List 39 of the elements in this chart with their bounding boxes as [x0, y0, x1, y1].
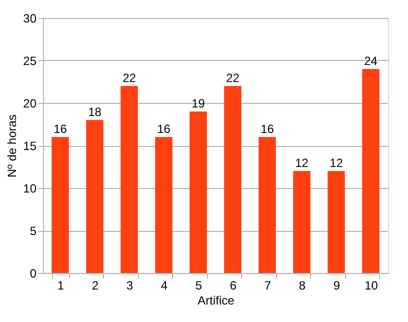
y-tick-label: 20: [23, 96, 37, 110]
y-axis-title: Nº de horas: [5, 114, 20, 178]
y-tick-label: 0: [30, 266, 37, 280]
x-tick-label: 4: [160, 278, 168, 292]
y-tick-label: 15: [23, 139, 37, 153]
x-tick-label: 1: [57, 278, 64, 292]
bar: [362, 69, 380, 273]
x-tick-label: 9: [333, 278, 340, 292]
bar: [293, 171, 310, 273]
data-label: 24: [364, 54, 378, 68]
bar: [328, 171, 345, 273]
x-tick-label: 10: [364, 278, 378, 292]
bar: [120, 86, 138, 273]
data-label: 16: [260, 122, 274, 136]
data-label: 16: [157, 122, 171, 136]
data-label: 12: [330, 156, 344, 170]
y-tick-label: 30: [23, 12, 37, 26]
data-label: 22: [226, 71, 240, 85]
y-tick-label: 25: [23, 54, 37, 68]
x-tick-label: 5: [195, 278, 202, 292]
data-label: 12: [295, 156, 309, 170]
data-label: 19: [192, 96, 206, 110]
bar: [155, 137, 172, 273]
data-label: 16: [54, 122, 68, 136]
bar: [52, 137, 69, 273]
bar: [86, 120, 104, 273]
y-tick-label: 5: [30, 224, 37, 238]
x-tick-label: 2: [92, 278, 99, 292]
bar: [224, 86, 242, 273]
bar: [190, 112, 207, 273]
data-label: 22: [122, 71, 136, 85]
x-tick-label: 8: [298, 278, 306, 292]
bar: [258, 137, 276, 273]
x-tick-label: 3: [126, 278, 134, 292]
x-tick-label: 7: [264, 278, 272, 292]
data-label: 18: [88, 105, 102, 119]
x-axis-title: Artifice: [198, 294, 235, 308]
x-tick-label: 6: [230, 278, 237, 292]
y-tick-label: 10: [23, 182, 37, 196]
